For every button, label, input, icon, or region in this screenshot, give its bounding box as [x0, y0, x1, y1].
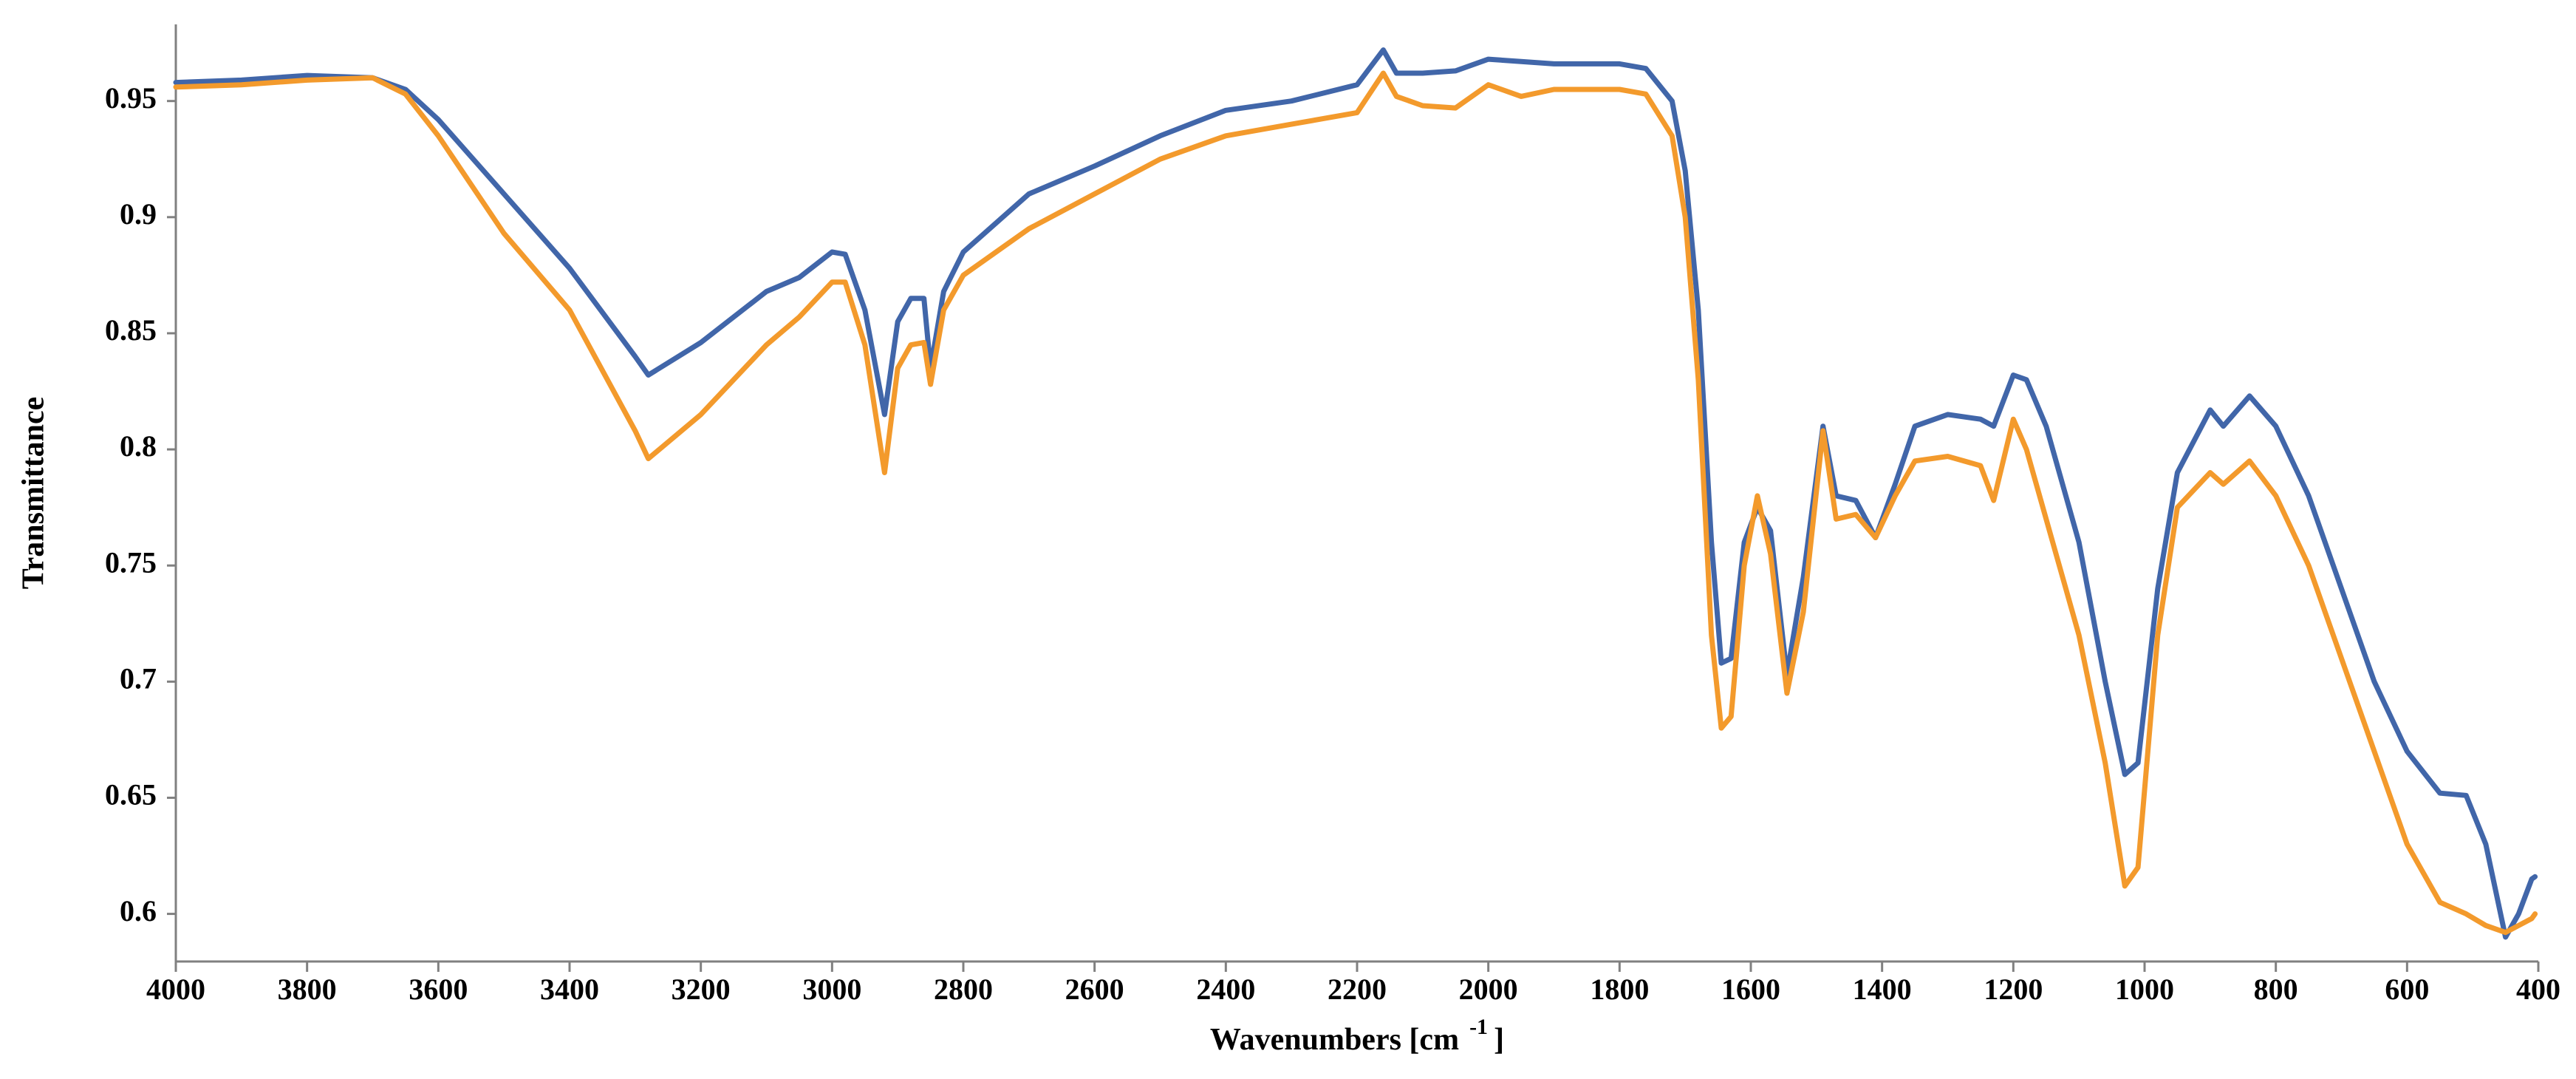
x-tick-label: 4000 [146, 973, 205, 1006]
x-tick-label: 1400 [1853, 973, 1912, 1006]
y-tick-label: 0.9 [120, 197, 157, 231]
y-tick-label: 0.95 [105, 81, 157, 115]
x-tick-label: 2400 [1196, 973, 1255, 1006]
x-tick-label: 800 [2254, 973, 2298, 1006]
x-tick-label: 1600 [1721, 973, 1780, 1006]
series-line [173, 47, 2538, 940]
x-axis-title: Wavenumbers [cm -1] [1210, 1015, 1504, 1057]
x-tick-label: 1800 [1590, 973, 1649, 1006]
x-tick-label: 3000 [802, 973, 861, 1006]
x-tick-label: 1000 [2115, 973, 2174, 1006]
x-tick-label: 3600 [409, 973, 468, 1006]
y-tick-label: 0.6 [120, 894, 157, 927]
y-axis-title: Transmittance [17, 397, 51, 590]
x-tick-label: 2800 [934, 973, 993, 1006]
y-tick-label: 0.75 [105, 545, 157, 579]
x-tick-label: 600 [2385, 973, 2429, 1006]
x-tick-label: 2600 [1065, 973, 1124, 1006]
series-line [173, 70, 2538, 936]
x-tick-label: 2000 [1459, 973, 1518, 1006]
y-tick-label: 0.85 [105, 313, 157, 347]
x-tick-label: 1200 [1984, 973, 2043, 1006]
x-axis-title-text: ] [1494, 1023, 1504, 1057]
x-axis-title-superscript: -1 [1469, 1015, 1488, 1039]
x-tick-label: 3200 [672, 973, 731, 1006]
y-tick-label: 0.8 [120, 429, 157, 463]
x-tick-label: 400 [2516, 973, 2560, 1006]
x-tick-label: 2200 [1328, 973, 1387, 1006]
y-tick-label: 0.65 [105, 778, 157, 811]
x-tick-label: 3400 [540, 973, 599, 1006]
x-tick-label: 3800 [278, 973, 337, 1006]
x-axis-title-text: Wavenumbers [cm [1210, 1023, 1459, 1057]
y-tick-label: 0.7 [120, 662, 157, 695]
